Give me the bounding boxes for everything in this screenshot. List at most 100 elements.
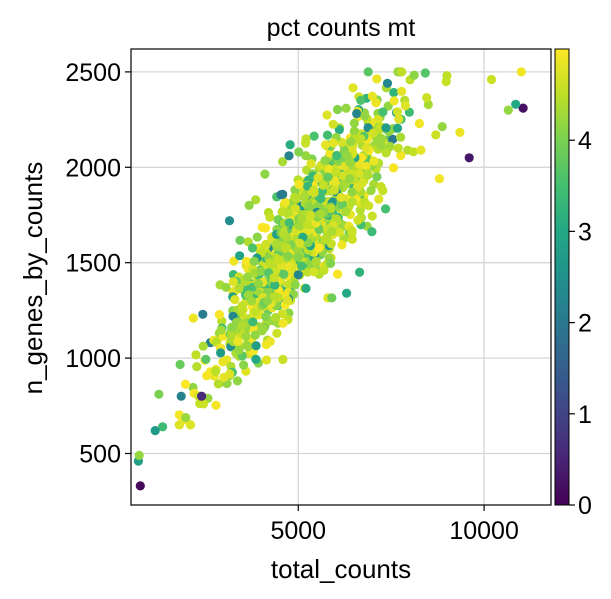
scatter-point [337,240,347,250]
scatter-point [279,269,289,279]
scatter-point [242,256,252,266]
scatter-point [381,123,391,133]
x-tick-label: 10000 [449,517,519,545]
scatter-point [422,93,432,103]
scatter-point [377,134,387,144]
scatter-point [234,283,244,293]
scatter-point [135,481,145,491]
scatter-point [349,118,359,128]
scatter-point [309,188,319,198]
colorbar-tick-label: 4 [578,127,592,155]
scatter-point [416,145,426,155]
scatter-point [347,234,357,244]
scatter-point [393,143,403,153]
scatter-point [320,156,330,166]
scatter-point [227,322,237,332]
scatter-point [327,226,337,236]
scatter-point [304,202,314,212]
scatter-point [337,200,348,210]
scatter-point [186,420,196,430]
scatter-point [278,157,288,167]
scatter-point [341,207,351,217]
scatter-point [420,68,430,78]
scatter-point [374,194,384,204]
scatter-point [158,422,168,432]
scatter-point [320,235,330,245]
scatter-point [294,147,304,157]
scatter-point [388,163,399,173]
scatter-point [198,399,209,409]
scatter-point [237,320,248,330]
scatter-point [235,235,245,245]
scatter-point [278,354,288,365]
scatter-point [235,251,245,261]
scatter-point [244,290,254,300]
scatter-point [216,348,226,358]
y-tick-label: 1500 [65,250,121,278]
scatter-point [334,125,344,135]
scatter-point [251,354,261,364]
y-tick-label: 500 [79,440,121,468]
colorbar [554,48,570,506]
scatter-point [431,130,441,140]
scatter-point [326,258,336,268]
scatter-point [320,140,331,150]
scatter-point [347,226,357,236]
scatter-point [322,110,332,120]
scatter-point [265,212,275,222]
scatter-point [224,216,235,226]
scatter-point [150,426,160,436]
scatter-point [269,273,279,283]
scatter-point [341,103,351,113]
scatter-point [332,150,342,161]
scatter-point [353,215,363,225]
scatter-point [284,151,294,161]
scatter-point [331,167,341,177]
scatter-point [244,200,254,210]
scatter-point [334,227,344,237]
scatter-point [198,341,208,351]
scatter-point [261,239,271,249]
scatter-point [364,201,374,211]
scatter-point [309,267,319,277]
scatter-point [383,101,393,111]
scatter-point [241,331,251,341]
scatter-point [249,256,259,266]
y-tick-label: 2000 [65,154,121,182]
scatter-point [260,169,270,179]
scatter-point [248,317,258,327]
colorbar-tick-label: 1 [578,401,592,429]
scatter-point [349,126,359,136]
scatter-point [230,295,240,305]
y-axis-ticks: 500 1000 1500 2000 2500 [65,59,131,468]
scatter-point [323,172,333,182]
scatter-point [316,193,326,204]
scatter-point [329,185,339,195]
scatter-point [328,138,338,148]
scatter-point [174,420,184,430]
scatter-point [342,288,352,298]
scatter-point [342,151,352,161]
x-tick-label: 5000 [270,517,326,545]
plot-frame [130,48,552,506]
scatter-point [381,204,391,214]
colorbar-ticks: 0 1 2 3 4 [569,127,592,520]
scatter-point [216,325,226,335]
scatter-point [282,232,292,242]
scatter-point [181,413,191,423]
scatter-point [322,130,333,140]
scatter-point [262,296,273,306]
scatter-point [381,148,391,158]
scatter-point [295,238,305,248]
scatter-point [442,71,452,81]
scatter-point [356,134,366,144]
y-axis-label: n_genes_by_counts [18,162,48,395]
scatter-point [316,209,326,219]
scatter-point [180,379,191,389]
scatter-point [333,269,343,279]
scatter-point [211,400,221,410]
x-axis-label: total_counts [271,554,411,584]
scatter-point [247,243,258,253]
scatter-point [366,186,376,196]
scatter-point [369,156,379,166]
